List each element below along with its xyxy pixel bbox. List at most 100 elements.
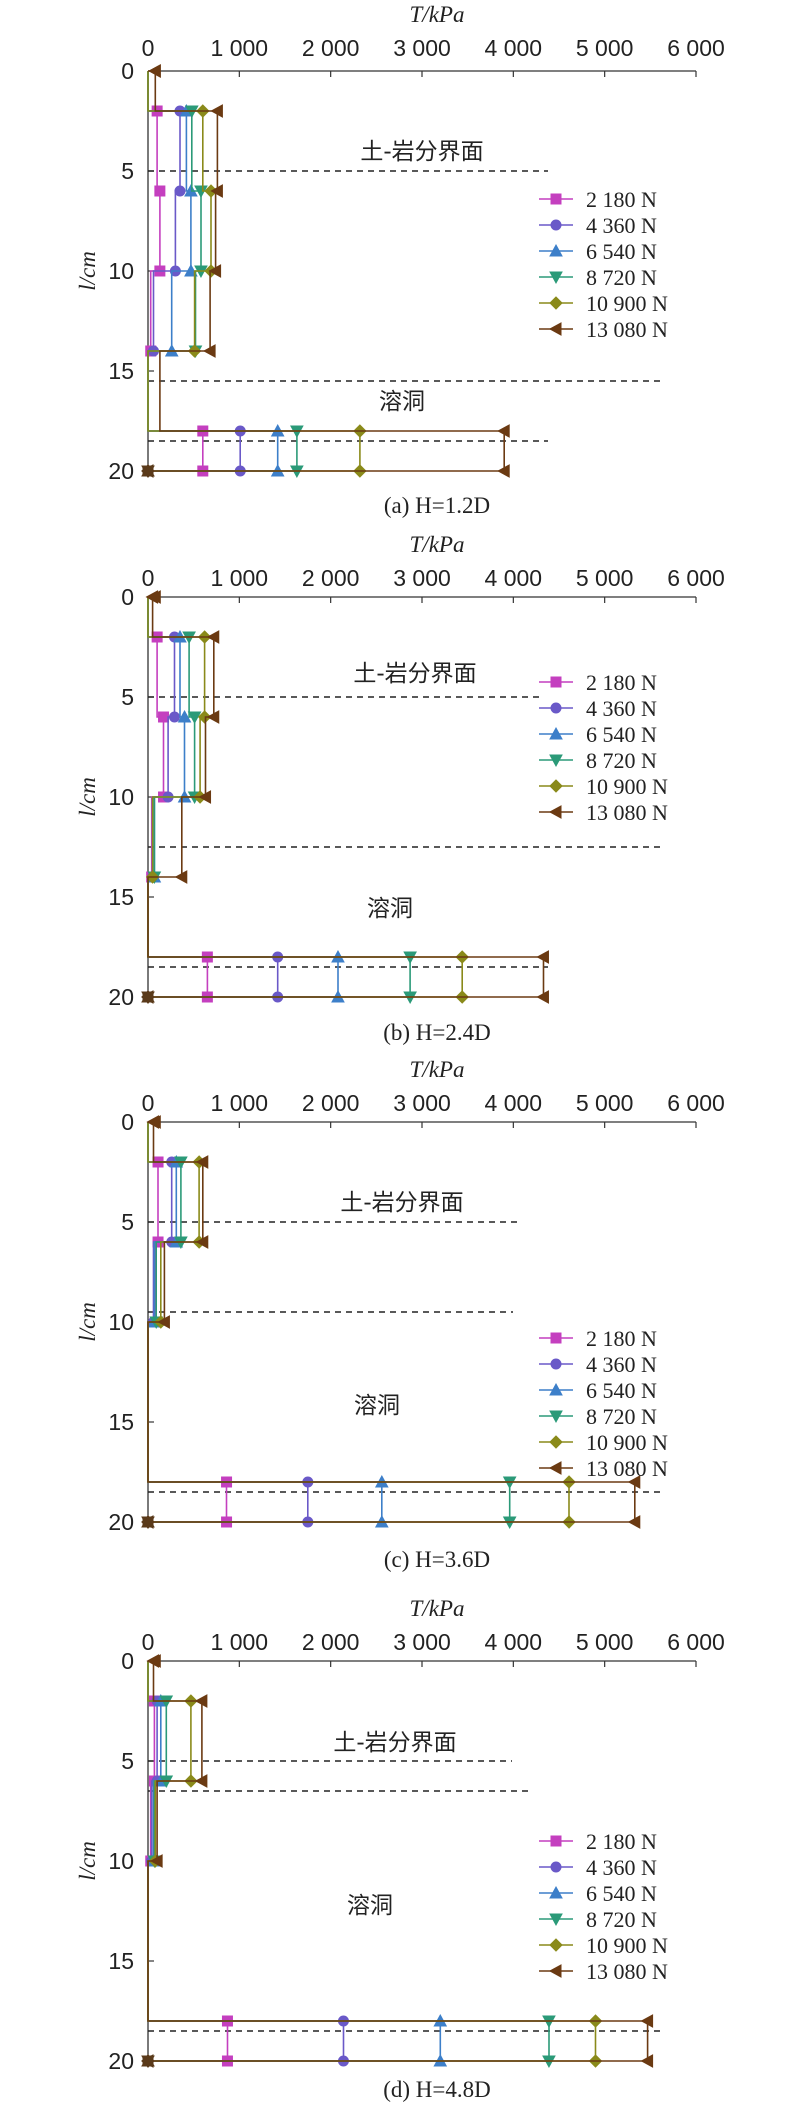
y-tick-label: 10 — [108, 1848, 134, 1874]
legend-marker — [550, 676, 562, 688]
y-tick-label: 15 — [108, 884, 134, 910]
y-tick-label: 10 — [108, 784, 134, 810]
series-line — [147, 1661, 550, 2062]
series-line — [147, 1121, 636, 1523]
y-tick-label: 10 — [108, 258, 134, 284]
data-point — [536, 990, 549, 1004]
legend-marker — [549, 1938, 563, 1952]
x-tick-label: 1 000 — [211, 1090, 269, 1116]
y-tick-label: 5 — [121, 684, 134, 710]
y-tick-label: 0 — [121, 58, 134, 84]
x-tick-label: 0 — [142, 565, 155, 591]
data-point — [197, 710, 212, 724]
legend-marker — [550, 1835, 562, 1847]
legend-marker — [550, 1861, 562, 1873]
x-tick-label: 5 000 — [576, 1629, 634, 1655]
y-tick-label: 0 — [121, 584, 134, 610]
panel-caption: (d) H=4.8D — [383, 2077, 491, 2102]
panel-caption: (b) H=2.4D — [383, 1020, 491, 1045]
x-tick-label: 6 000 — [667, 565, 725, 591]
y-tick-label: 0 — [121, 1648, 134, 1674]
data-point — [497, 464, 510, 478]
legend-label: 8 720 N — [586, 1404, 657, 1429]
x-axis-title: T/kPa — [410, 532, 465, 557]
legend-marker — [549, 726, 563, 740]
data-point — [187, 711, 202, 725]
data-point — [140, 990, 154, 1004]
legend-label: 4 360 N — [586, 696, 657, 721]
data-point — [194, 1774, 208, 1788]
legend-label: 13 080 N — [586, 800, 668, 825]
y-axis-title: l/cm — [75, 1841, 100, 1881]
data-point — [158, 711, 170, 723]
data-point — [177, 709, 192, 723]
data-point — [640, 2054, 654, 2068]
data-point — [174, 185, 186, 197]
x-axis-title: T/kPa — [410, 1596, 465, 1621]
x-tick-label: 6 000 — [667, 1629, 725, 1655]
legend-marker — [549, 1382, 563, 1396]
legend-marker — [548, 805, 562, 819]
x-tick-label: 3 000 — [393, 35, 451, 61]
karst-cave-label: 溶洞 — [379, 389, 425, 415]
legend-marker — [550, 1332, 562, 1344]
panel-caption: (c) H=3.6D — [384, 1547, 490, 1572]
x-tick-label: 2 000 — [302, 565, 360, 591]
legend-label: 2 180 N — [586, 1326, 657, 1351]
x-tick-label: 5 000 — [576, 565, 634, 591]
x-tick-label: 6 000 — [667, 1090, 725, 1116]
y-tick-label: 20 — [108, 984, 134, 1010]
series-line — [147, 1122, 309, 1523]
legend-label: 4 360 N — [586, 213, 657, 238]
data-point — [195, 1155, 209, 1169]
y-tick-label: 20 — [108, 458, 134, 484]
legend: 2 180 N4 360 N6 540 N8 720 N10 900 N13 0… — [539, 187, 668, 342]
y-tick-label: 20 — [108, 1509, 134, 1535]
legend-label: 8 720 N — [586, 748, 657, 773]
chart-panel-2: 0 1 000 2 000 3 000 4 000 5 000 6 000 0 5 10 15 20 T… — [75, 532, 725, 1045]
data-point — [627, 1475, 641, 1489]
soil-rock-interface-label: 土-岩分界面 — [353, 661, 476, 687]
legend-label: 2 180 N — [586, 187, 657, 212]
x-tick-label: 1 000 — [211, 565, 269, 591]
data-point — [497, 424, 510, 438]
x-tick-label: 4 000 — [485, 35, 543, 61]
legend: 2 180 N4 360 N6 540 N8 720 N10 900 N13 0… — [539, 670, 668, 825]
legend-label: 4 360 N — [586, 1855, 657, 1880]
data-point — [148, 590, 161, 604]
data-point — [150, 1854, 163, 1868]
y-tick-label: 20 — [108, 2048, 134, 2074]
legend-marker — [549, 1885, 563, 1899]
data-point — [148, 1115, 161, 1129]
karst-cave-label: 溶洞 — [347, 1893, 393, 1919]
series-line — [147, 1122, 570, 1523]
legend-marker — [549, 779, 563, 793]
chart-panel-3: 0 1 000 2 000 3 000 4 000 5 000 6 000 0 5 10 15 20 T… — [75, 1057, 725, 1572]
legend-label: 13 080 N — [586, 1959, 668, 1984]
legend-marker — [549, 754, 563, 768]
y-tick-label: 15 — [108, 358, 134, 384]
chart-panel-1: 0 1 000 2 000 3 000 4 000 5 000 6 000 0 5 10 15 20 T… — [75, 2, 725, 518]
data-point — [140, 2054, 154, 2068]
data-point — [148, 1654, 161, 1668]
data-point — [194, 1694, 208, 1708]
data-point — [140, 1515, 154, 1529]
data-point — [168, 711, 180, 723]
x-tick-label: 1 000 — [211, 35, 269, 61]
x-tick-label: 4 000 — [485, 565, 543, 591]
legend-marker — [549, 243, 563, 257]
legend-label: 4 360 N — [586, 1352, 657, 1377]
y-tick-label: 0 — [121, 1109, 134, 1135]
x-tick-label: 2 000 — [302, 1629, 360, 1655]
panel-caption: (a) H=1.2D — [384, 493, 490, 518]
series-line — [147, 1661, 345, 2062]
x-tick-label: 3 000 — [393, 1629, 451, 1655]
data-point — [536, 950, 549, 964]
legend-marker — [550, 1358, 562, 1370]
data-point — [203, 344, 216, 358]
legend-label: 8 720 N — [586, 265, 657, 290]
legend-marker — [548, 1964, 562, 1978]
series-line — [147, 1122, 383, 1523]
series-line — [147, 1661, 442, 2062]
